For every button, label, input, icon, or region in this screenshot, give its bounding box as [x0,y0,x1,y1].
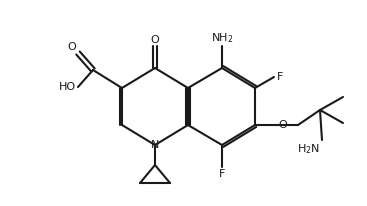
Text: H$_2$N: H$_2$N [297,142,320,156]
Text: F: F [219,169,225,179]
Text: O: O [278,120,287,130]
Text: O: O [150,35,159,45]
Text: O: O [67,42,76,52]
Text: NH$_2$: NH$_2$ [211,31,233,45]
Text: HO: HO [59,82,76,92]
Text: F: F [277,72,283,82]
Text: N: N [151,140,159,150]
